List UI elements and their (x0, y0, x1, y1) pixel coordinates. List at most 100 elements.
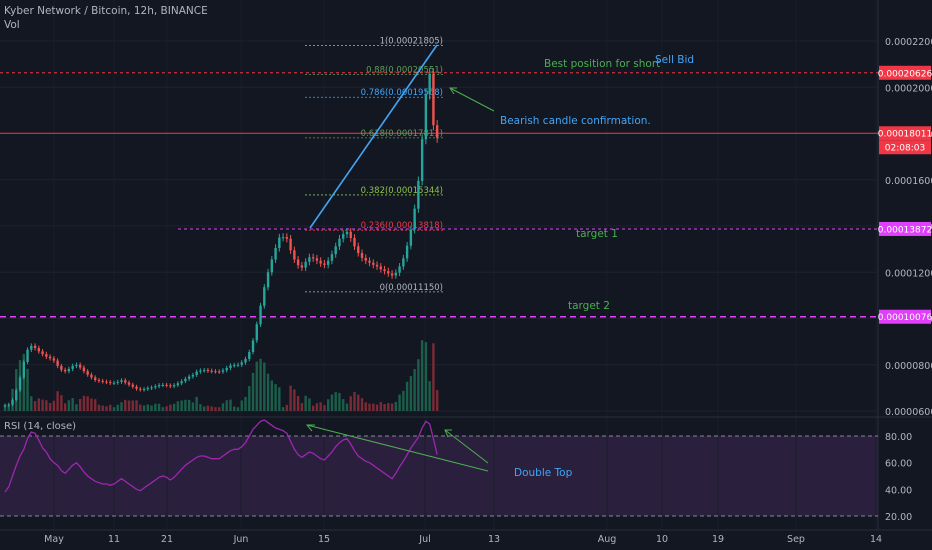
volume-bar (176, 401, 180, 411)
price-label-tag (879, 65, 931, 80)
candle-body (30, 345, 33, 350)
annotation-bearish-candle: Bearish candle confirmation. (500, 115, 651, 127)
candle-body (345, 231, 349, 235)
volume-bar (255, 361, 258, 411)
price-tick-label: 0.00016000 (885, 176, 932, 187)
candle-body (334, 246, 337, 255)
candle-body (300, 265, 304, 268)
candle-body (240, 362, 243, 365)
volume-bar (135, 400, 138, 411)
volume-bar (240, 400, 243, 411)
volume-bar (221, 403, 225, 411)
symbol-title[interactable]: Kyber Network / Bitcoin, 12h, BINANCE (4, 5, 208, 17)
candle-body (383, 269, 386, 272)
candle-body (56, 360, 59, 366)
volume-bar (187, 399, 191, 411)
volume-bar (172, 403, 176, 411)
candle-body (75, 364, 78, 366)
candle-body (154, 386, 157, 388)
time-tick-label: 21 (161, 534, 173, 545)
volume-bar (210, 406, 213, 411)
annotation-double-top: Double Top (514, 467, 573, 479)
volume-bar (93, 399, 97, 411)
candle-body (263, 287, 266, 306)
candle-body (157, 385, 161, 387)
annotation-best-short: Best position for short (544, 58, 660, 70)
volume-bar (345, 403, 349, 411)
candle-body (22, 361, 25, 378)
candle-body (18, 377, 22, 391)
volume-bar (127, 400, 131, 411)
volume-bar (120, 402, 123, 411)
candle-body (78, 364, 82, 368)
bearish-callout-arrowhead (449, 87, 457, 95)
candle-body (375, 264, 379, 267)
double-top-line[interactable] (306, 424, 489, 472)
volume-bar (139, 404, 142, 411)
candle-body (266, 272, 270, 288)
volume-bar (236, 407, 240, 411)
price-tick-label: 0.00020000 (885, 83, 932, 94)
volume-bar (360, 398, 364, 411)
volume-bar (97, 404, 101, 411)
candle-body (67, 368, 71, 372)
candle-body (184, 378, 187, 382)
volume-bar (289, 385, 292, 411)
time-tick-label: Aug (598, 534, 617, 545)
volume-bar (52, 400, 56, 411)
candle-body (221, 370, 225, 372)
volume-bar (109, 404, 112, 411)
volume-bar (342, 399, 345, 411)
bearish-callout-arrow[interactable] (449, 87, 495, 112)
volume-bar (146, 404, 150, 411)
candle-body (248, 352, 251, 359)
rsi-label[interactable]: RSI (14, close) (4, 421, 77, 432)
time-tick-label: May (44, 534, 64, 545)
volume-bar (334, 392, 337, 411)
volume-bar (22, 354, 25, 411)
candle-body (60, 365, 63, 370)
price-tick-label: 0.00022000 (885, 37, 932, 48)
volume-bar (338, 392, 341, 411)
candle-body (311, 257, 315, 259)
volume-bar (30, 396, 33, 411)
volume-bar (390, 403, 394, 411)
time-axis-labels: May 11 21 Jun 15 Jul 13 Aug 10 19 Sep 14 (44, 534, 882, 545)
volume-label[interactable]: Vol (4, 19, 20, 31)
fib-level-label: 0.618(0.00017811) (361, 129, 443, 139)
volume-bar (323, 405, 326, 411)
double-top-arrow[interactable] (444, 429, 489, 464)
time-tick-label: Sep (787, 534, 805, 545)
volume-bar (112, 407, 116, 411)
volume-bar (368, 403, 371, 411)
candle-body (150, 387, 153, 389)
price-label-text: 0.00018011 (878, 130, 932, 140)
volume-bar (105, 406, 108, 411)
trend-line[interactable] (309, 44, 438, 229)
fib-level-label: 0.88(0.00020551) (366, 66, 443, 76)
volume-bar (251, 372, 255, 411)
candle-body (372, 262, 375, 265)
candle-body (109, 382, 112, 384)
volume-bar (202, 406, 206, 411)
rsi-background-band (0, 436, 878, 516)
candle-body (296, 259, 300, 266)
candle-body (26, 349, 29, 362)
volume-bar (349, 396, 352, 411)
volume-bar (413, 369, 416, 411)
volume-bar (300, 403, 304, 411)
volume-bar (266, 373, 270, 411)
horizontal-levels (0, 72, 878, 318)
price-label-tag (879, 140, 931, 155)
candle-body (274, 247, 277, 260)
fib-level-label: 1(0.00021805) (380, 37, 443, 47)
time-tick-label: 10 (656, 534, 668, 545)
price-axis-labels: 0.000220000.000200000.000180000.00016000… (878, 37, 932, 523)
volume-bar (281, 407, 285, 411)
candle-body (127, 382, 131, 385)
time-tick-label: 15 (318, 534, 330, 545)
volume-bar (424, 342, 428, 411)
candle-body (255, 324, 258, 341)
annotation-sell-bid: Sell Bid (655, 54, 694, 66)
